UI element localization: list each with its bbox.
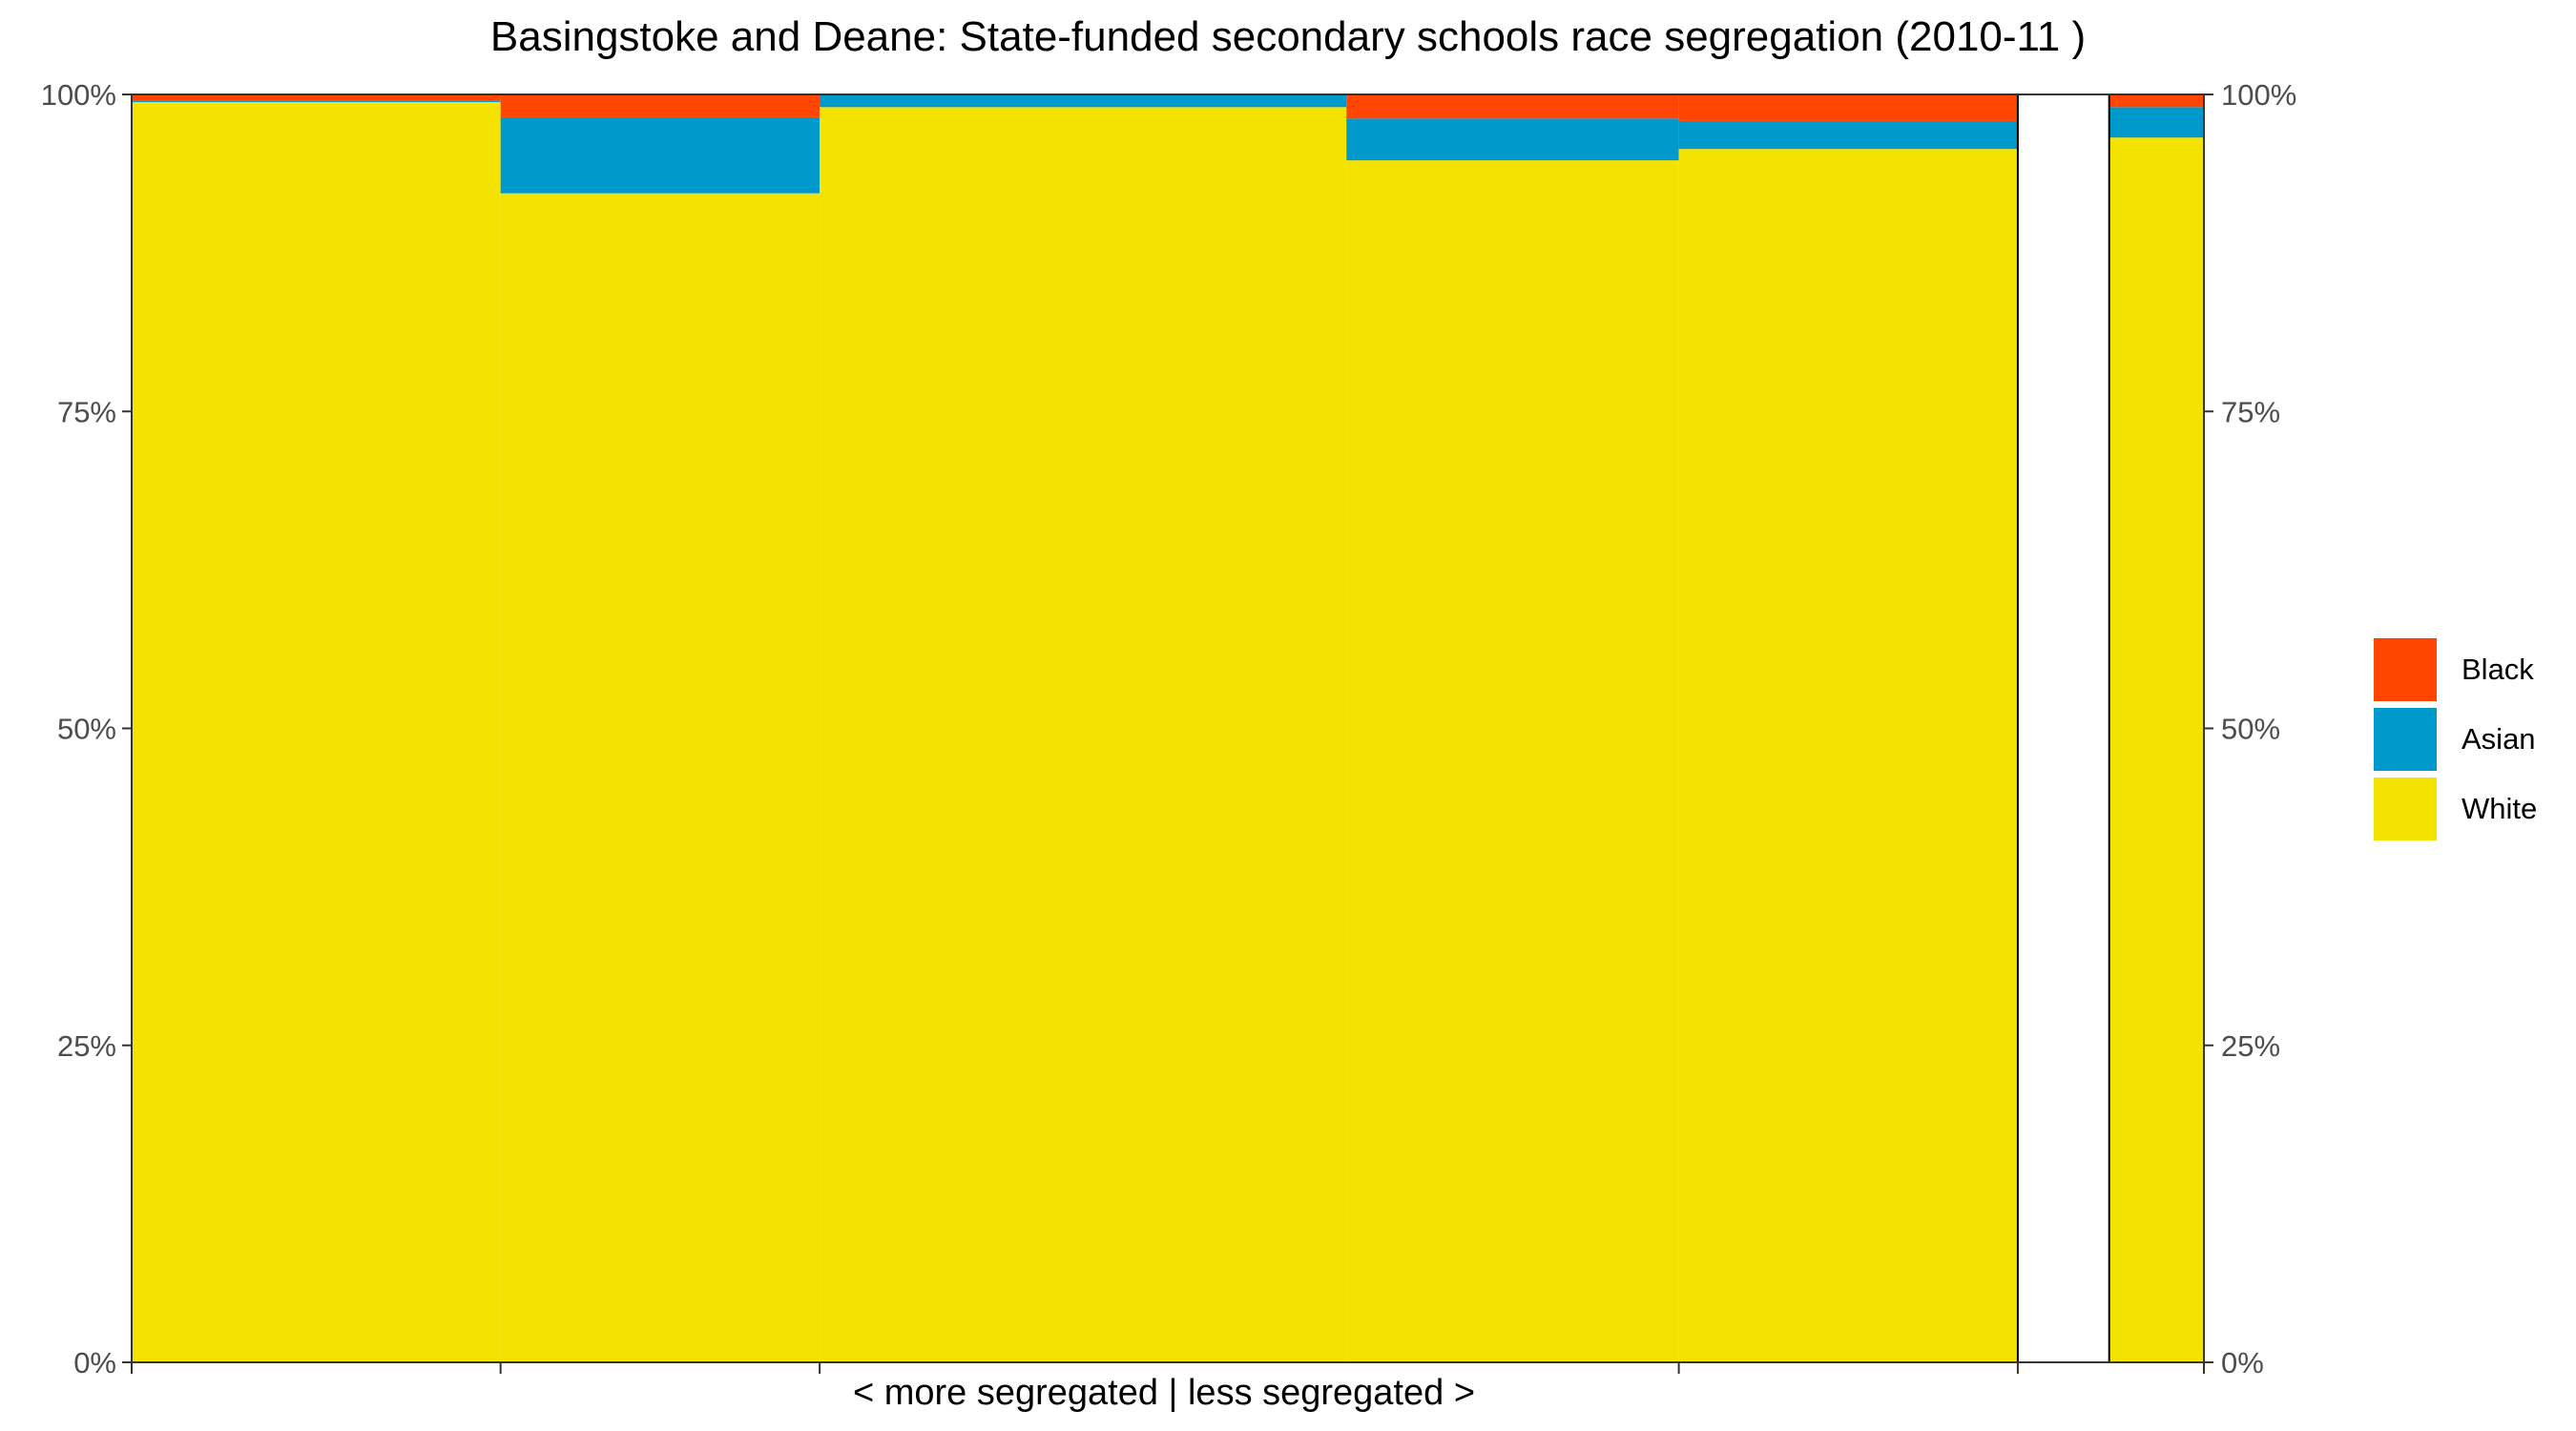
bar-segment-white-3 [820, 107, 1347, 1362]
legend-item-asian: Asian [2374, 704, 2537, 774]
y-tick-label-right: 0% [2221, 1346, 2264, 1379]
y-tick-label-left: 0% [73, 1346, 116, 1379]
chart-title: Basingstoke and Deane: State-funded seco… [489, 13, 2087, 60]
bar-segment-asian-4 [1346, 118, 1679, 161]
bar-segment-asian-7 [2109, 107, 2204, 138]
y-tick-label-right: 50% [2221, 713, 2280, 746]
legend-swatch-black [2374, 637, 2437, 701]
bar-segment-black-4 [1346, 94, 1679, 119]
legend-swatch-asian [2374, 707, 2437, 771]
axes-layer: 0% 0% 25% 25% 50% 50% 75% 75% 100% 100% [41, 78, 2297, 1379]
y-tick-label-left: 75% [57, 395, 116, 428]
bar-segment-black-5 [1678, 94, 2018, 121]
legend-item-black: Black [2374, 634, 2537, 704]
y-tick-label-left: 25% [57, 1029, 116, 1063]
y-tick-label-left: 50% [57, 713, 116, 746]
y-tick-label-right: 100% [2221, 78, 2296, 112]
y-tick-label-right: 25% [2221, 1029, 2280, 1063]
legend-label-asian: Asian [2462, 721, 2536, 756]
bar-segment-white-5 [1678, 149, 2018, 1363]
legend-label-black: Black [2462, 652, 2534, 686]
bar-segment-asian-5 [1678, 120, 2018, 150]
bar-segment-white-2 [500, 193, 821, 1363]
legend: Black Asian White [2374, 634, 2537, 843]
legend-item-white: White [2374, 774, 2537, 843]
bar-segment-black-7 [2109, 94, 2204, 108]
bar-segment-white-1 [132, 101, 501, 1362]
bar-segment-asian-2 [500, 116, 821, 194]
bar-segment-asian-3 [820, 94, 1347, 108]
bar-segment-asian-1 [132, 100, 501, 102]
legend-label-white: White [2462, 791, 2538, 825]
bar-segment-black-2 [500, 94, 821, 117]
legend-swatch-white [2374, 777, 2437, 840]
bar-segment-white-7 [2109, 137, 2204, 1362]
y-tick-label-left: 100% [41, 78, 116, 112]
bar-segment-white-4 [1346, 160, 1679, 1362]
x-axis-title: < more segregated | less segregated > [853, 1373, 1475, 1413]
bar-segment-black-1 [132, 94, 501, 101]
y-tick-label-right: 75% [2221, 395, 2280, 428]
bars-layer [132, 94, 2204, 1363]
